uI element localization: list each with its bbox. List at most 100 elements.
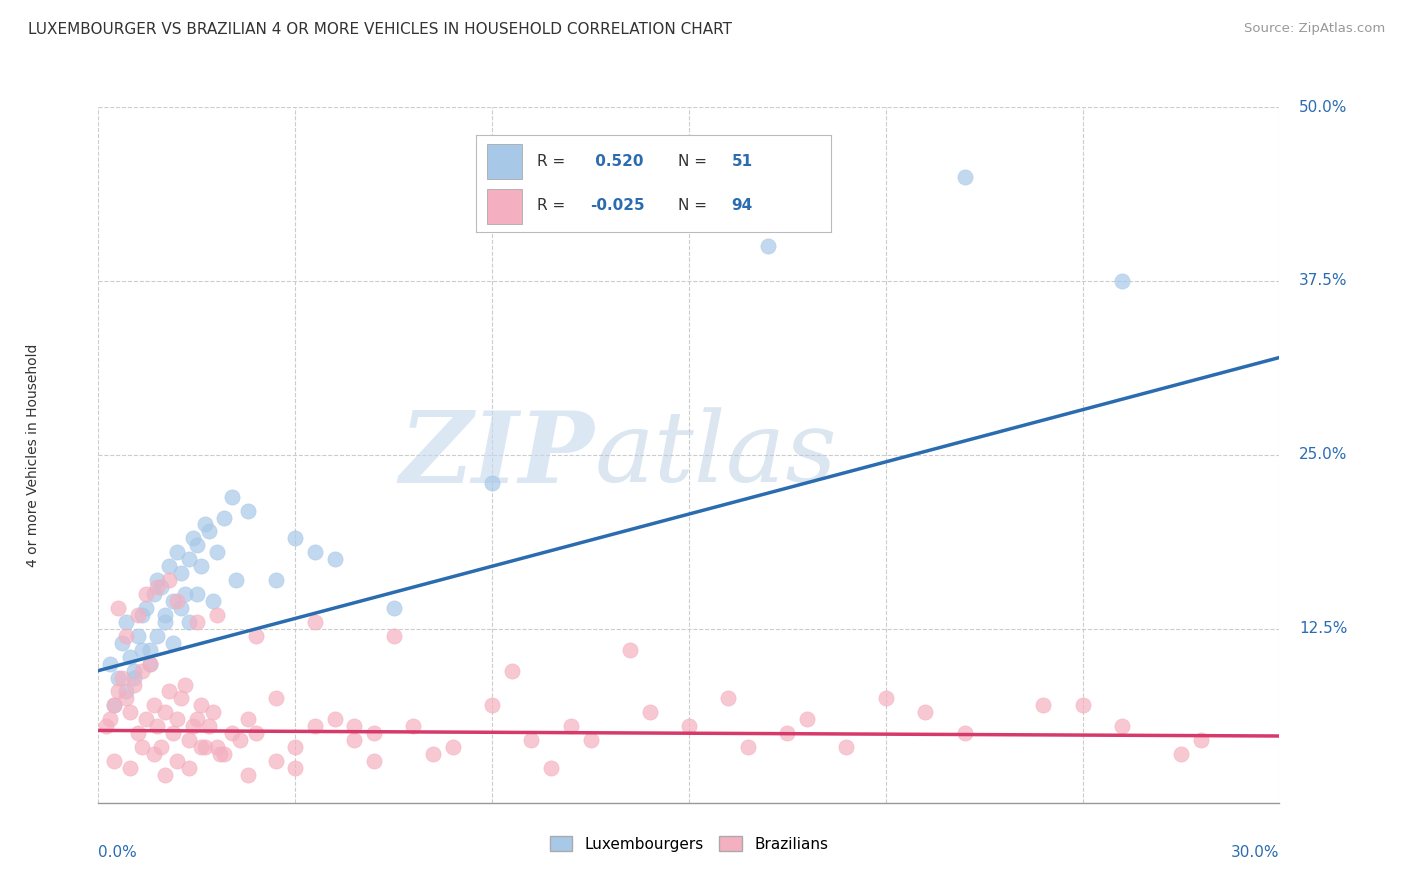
Point (363, 754, 385, 768)
Point (717, 691, 740, 706)
Point (264, 573, 287, 587)
Point (166, 545, 188, 559)
Point (115, 684, 138, 698)
Point (157, 684, 180, 698)
Point (115, 691, 138, 706)
Point (138, 642, 160, 657)
Point (127, 629, 149, 643)
Point (304, 719, 326, 733)
Point (225, 573, 247, 587)
Point (142, 747, 165, 761)
Point (194, 517, 217, 532)
Text: ZIP: ZIP (399, 407, 595, 503)
Text: 0.0%: 0.0% (98, 845, 138, 860)
Point (181, 532, 204, 546)
Point (197, 719, 219, 733)
Point (343, 719, 366, 733)
Text: 25.0%: 25.0% (1299, 448, 1347, 462)
Legend: Luxembourgers, Brazilians: Luxembourgers, Brazilians (544, 830, 834, 858)
Point (146, 573, 169, 587)
Point (205, 545, 228, 559)
Point (1071, 698, 1094, 713)
Point (162, 636, 184, 650)
Point (155, 768, 177, 782)
Point (107, 601, 129, 615)
Text: 12.5%: 12.5% (1299, 622, 1347, 636)
Text: 50.0%: 50.0% (1299, 100, 1347, 114)
Point (481, 475, 503, 490)
Point (142, 698, 165, 713)
Point (155, 615, 177, 629)
Text: LUXEMBOURGER VS BRAZILIAN 4 OR MORE VEHICLES IN HOUSEHOLD CORRELATION CHART: LUXEMBOURGER VS BRAZILIAN 4 OR MORE VEHI… (28, 22, 733, 37)
Point (481, 698, 503, 713)
Point (174, 677, 197, 691)
Point (1032, 698, 1054, 713)
Point (402, 719, 425, 733)
Point (98, 712, 121, 726)
Point (162, 594, 184, 608)
Point (103, 754, 125, 768)
Point (150, 740, 173, 755)
Point (304, 615, 326, 629)
Point (103, 698, 125, 713)
Point (678, 719, 700, 733)
Point (155, 706, 177, 720)
Point (284, 532, 307, 546)
Point (284, 761, 307, 775)
Point (382, 629, 405, 643)
Point (236, 712, 259, 726)
Point (131, 642, 153, 657)
Point (953, 726, 976, 740)
Point (166, 594, 188, 608)
Point (177, 552, 200, 566)
Point (122, 671, 145, 685)
Point (177, 615, 200, 629)
Point (284, 740, 307, 755)
Text: Source: ZipAtlas.com: Source: ZipAtlas.com (1244, 22, 1385, 36)
Point (122, 677, 145, 691)
Point (115, 615, 138, 629)
Point (1189, 733, 1212, 747)
Point (135, 587, 157, 601)
Point (1170, 747, 1192, 761)
Point (103, 698, 125, 713)
Point (98, 657, 121, 671)
Point (131, 607, 153, 622)
Point (157, 559, 180, 574)
Point (186, 615, 208, 629)
Point (177, 733, 200, 747)
Point (304, 545, 326, 559)
Point (201, 706, 224, 720)
Point (756, 239, 779, 253)
Point (214, 510, 236, 524)
Point (875, 691, 897, 706)
Point (194, 740, 217, 755)
Point (127, 607, 149, 622)
Point (107, 671, 129, 685)
Point (209, 747, 232, 761)
Point (236, 768, 259, 782)
Point (170, 566, 193, 581)
Point (131, 664, 153, 678)
Point (138, 657, 160, 671)
Point (579, 733, 602, 747)
Point (1111, 719, 1133, 733)
Point (323, 712, 346, 726)
Text: 4 or more Vehicles in Household: 4 or more Vehicles in Household (27, 343, 41, 566)
Point (186, 712, 208, 726)
Point (138, 657, 160, 671)
Point (135, 601, 157, 615)
Point (111, 671, 134, 685)
Point (638, 706, 661, 720)
Text: 30.0%: 30.0% (1232, 845, 1279, 860)
Point (1111, 274, 1133, 288)
Point (264, 754, 287, 768)
Point (131, 740, 153, 755)
Point (205, 740, 228, 755)
Point (560, 719, 582, 733)
Point (142, 587, 165, 601)
Point (190, 559, 212, 574)
Point (245, 629, 267, 643)
Point (157, 573, 180, 587)
Point (177, 761, 200, 775)
